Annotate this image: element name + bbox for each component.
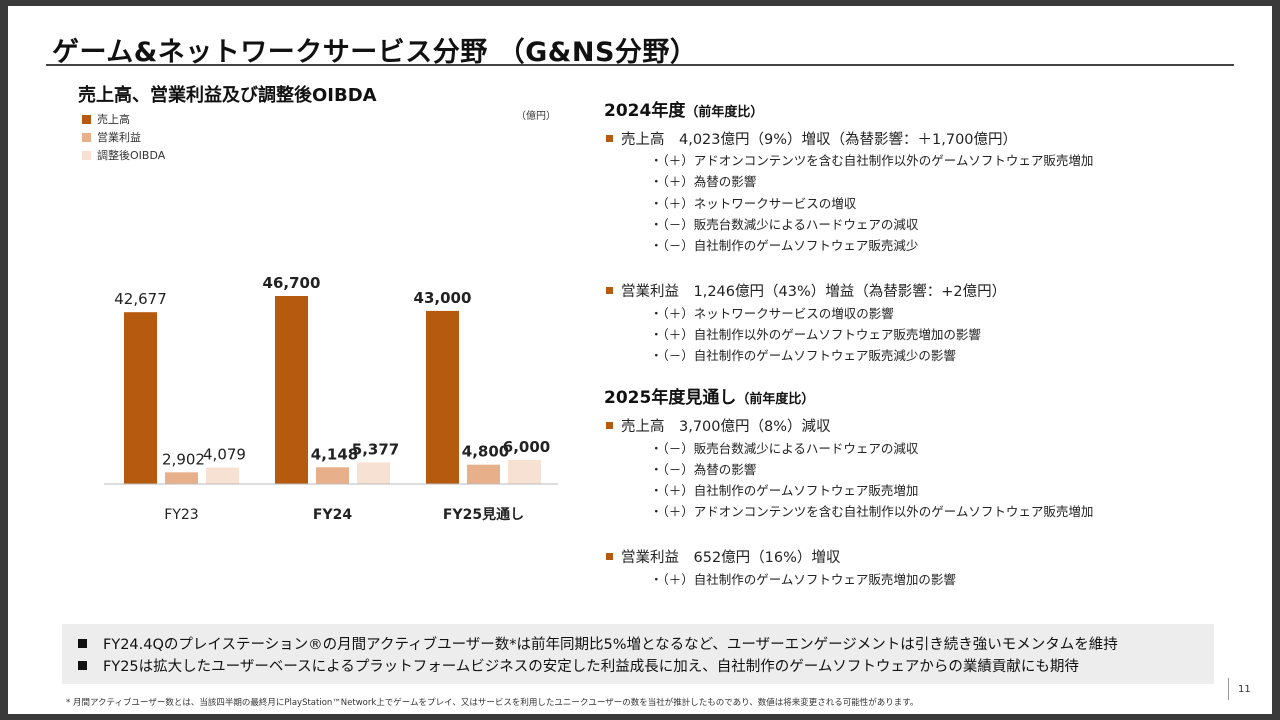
chart-title: 売上高、営業利益及び調整後OIBDA <box>78 85 377 106</box>
data-label-adjusted-oibda-1: 4,079 <box>203 446 246 464</box>
legend-swatch-sales <box>82 114 91 124</box>
bar-adjusted-oibda-1 <box>206 467 239 484</box>
data-label-sales-1: 42,677 <box>114 290 167 308</box>
bar-sales-3 <box>426 310 459 484</box>
bar-adjusted-oibda-3 <box>508 459 541 484</box>
bar-adjusted-oibda-2 <box>357 462 390 484</box>
data-label-adjusted-oibda-2: 5,377 <box>352 440 399 458</box>
key-note-1: FY24.4Qのプレイステーション®の月間アクティブユーザー数*は前年同期比5%… <box>78 632 1214 654</box>
legend-item-operating-income: 営業利益 <box>82 128 165 146</box>
detail-item: ・（＋）アドオンコンテンツを含む自社制作以外のゲームソフトウェア販売増加 <box>650 504 1094 520</box>
bullet-square-icon <box>606 553 613 561</box>
commentary-panel: 2024年度（前年度比） 売上高 4,023億円（9%）増収（為替影響：＋1,70… <box>604 96 1254 589</box>
page-title: ゲーム&ネットワークサービス分野 （G&NS分野） <box>52 37 698 68</box>
data-label-operating-income-1: 2,902 <box>162 450 205 468</box>
summary-bullet: 営業利益 1,246億円（43%）増益（為替影響：+2億円） <box>604 279 1254 301</box>
section-heading: 2024年度（前年度比） <box>604 96 1254 121</box>
x-axis-label-3: FY25見通し <box>443 507 524 523</box>
key-note-2-text: FY25は拡大したユーザーベースによるプラットフォームビジネスの安定した利益成長… <box>103 658 1079 675</box>
key-note-2: FY25は拡大したユーザーベースによるプラットフォームビジネスの安定した利益成長… <box>78 654 1214 676</box>
detail-item: ・（＋）自社制作以外のゲームソフトウェア販売増加の影響 <box>650 326 981 342</box>
detail-item: ・（＋）ネットワークサービスの増収 <box>650 195 857 211</box>
bullet-square-icon <box>606 421 613 429</box>
detail-item: ・（＋）自社制作のゲームソフトウェア販売増加 <box>650 483 919 499</box>
data-label-sales-3: 43,000 <box>414 289 472 307</box>
section-heading-note: （前年度比） <box>736 392 815 408</box>
detail-item: ・（＋）ネットワークサービスの増収の影響 <box>650 305 894 321</box>
note-bullet-icon <box>78 638 87 648</box>
legend-item-sales: 売上高 <box>82 110 165 128</box>
detail-item: ・（＋）アドオンコンテンツを含む自社制作以外のゲームソフトウェア販売増加 <box>650 153 1094 169</box>
data-label-adjusted-oibda-3: 6,000 <box>503 438 550 456</box>
detail-item: ・（－）販売台数減少によるハードウェアの減収 <box>650 440 919 456</box>
data-label-operating-income-2: 4,148 <box>311 445 358 463</box>
detail-item: ・（－）自社制作のゲームソフトウェア販売減少の影響 <box>650 348 956 364</box>
section-heading-text: 2025年度見通し <box>604 388 737 409</box>
bar-operating-income-3 <box>467 464 500 484</box>
summary-bullet-text: 売上高 3,700億円（8%）減収 <box>621 418 831 435</box>
data-label-sales-2: 46,700 <box>263 274 321 292</box>
key-note-1-text: FY24.4Qのプレイステーション®の月間アクティブユーザー数*は前年同期比5%… <box>103 636 1118 653</box>
summary-bullet: 売上高 3,700億円（8%）減収 <box>604 414 1254 436</box>
bar-sales-1 <box>124 312 157 484</box>
detail-item: ・（＋）為替の影響 <box>650 174 757 190</box>
summary-bullet: 営業利益 652億円（16%）増収 <box>604 546 1254 568</box>
bar-sales-2 <box>275 296 308 484</box>
note-bullet-icon <box>78 660 87 670</box>
chart-unit: （億円） <box>516 111 556 122</box>
page-number: 11 <box>1238 684 1251 695</box>
summary-bullet-text: 営業利益 652億円（16%）増収 <box>621 550 841 567</box>
legend-label-operating-income: 営業利益 <box>97 131 141 144</box>
summary-bullet: 売上高 4,023億円（9%）増収（為替影響：＋1,700億円） <box>604 127 1254 149</box>
legend-item-adjusted-oibda: 調整後OIBDA <box>82 146 165 164</box>
summary-bullet-text: 営業利益 1,246億円（43%）増益（為替影響：+2億円） <box>621 283 1007 300</box>
x-axis-label-1: FY23 <box>164 507 198 523</box>
bar-operating-income-2 <box>316 467 349 484</box>
section-heading: 2025年度見通し（前年度比） <box>604 383 1254 408</box>
bullet-square-icon <box>606 286 613 294</box>
page-number-divider <box>1228 678 1229 700</box>
section-heading-note: （前年度比） <box>685 105 764 120</box>
x-axis-label-2: FY24 <box>313 507 352 523</box>
legend-label-adjusted-oibda: 調整後OIBDA <box>97 149 166 162</box>
detail-item: ・（－）自社制作のゲームソフトウェア販売減少 <box>650 238 919 254</box>
detail-item: ・（－）為替の影響 <box>650 461 757 477</box>
legend-label-sales: 売上高 <box>97 113 130 126</box>
footnote: * 月間アクティブユーザー数とは、当該四半期の最終月にPlayStation™N… <box>66 698 919 708</box>
bar-operating-income-1 <box>165 472 198 484</box>
detail-item: ・（－）販売台数減少によるハードウェアの減収 <box>650 217 919 233</box>
legend-swatch-adjusted-oibda <box>82 150 91 160</box>
section-heading-text: 2024年度 <box>604 101 686 121</box>
title-divider <box>46 64 1234 66</box>
key-notes-box: FY24.4Qのプレイステーション®の月間アクティブユーザー数*は前年同期比5%… <box>62 624 1214 684</box>
detail-item: ・（＋）自社制作のゲームソフトウェア販売増加の影響 <box>650 571 956 587</box>
summary-bullet-text: 売上高 4,023億円（9%）増収（為替影響：＋1,700億円） <box>621 131 1018 148</box>
bullet-square-icon <box>606 134 613 142</box>
data-label-operating-income-3: 4,800 <box>462 443 509 461</box>
slide: ゲーム&ネットワークサービス分野 （G&NS分野） 売上高、営業利益及び調整後O… <box>8 6 1272 714</box>
legend-swatch-operating-income <box>82 132 91 142</box>
chart-legend: 売上高 営業利益 調整後OIBDA <box>82 110 165 164</box>
